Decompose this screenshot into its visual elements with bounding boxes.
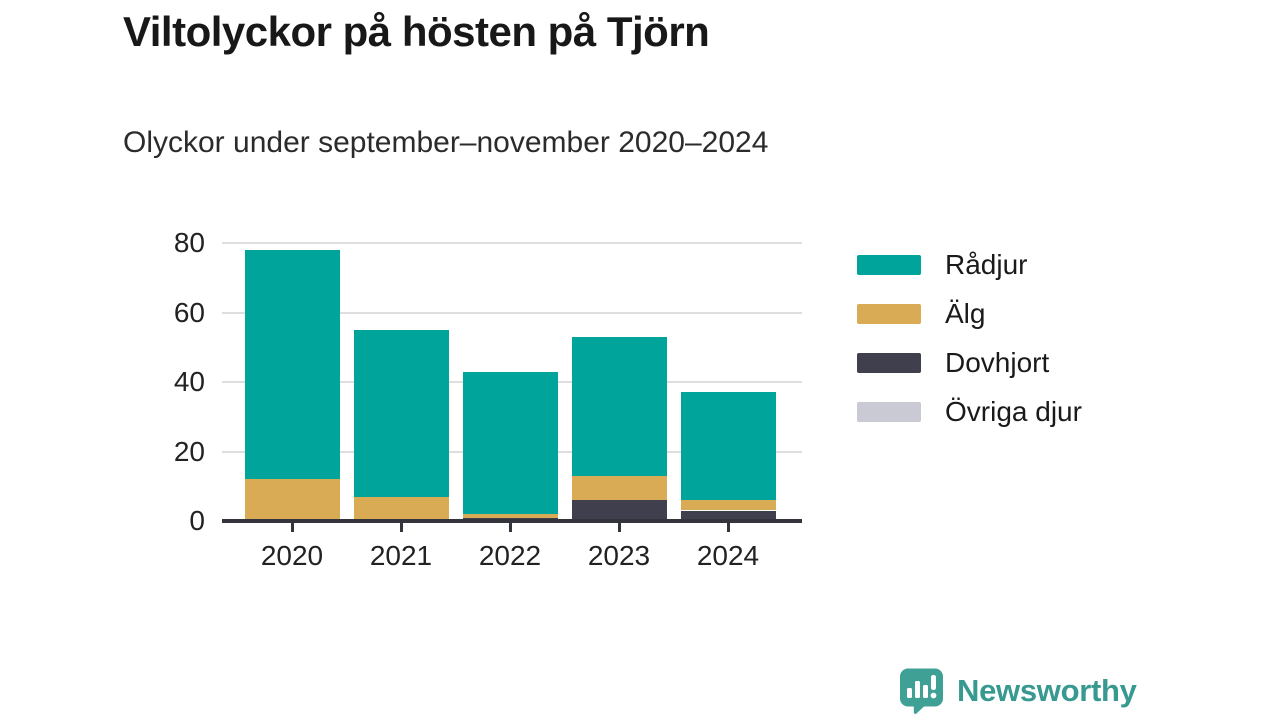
x-tick-mark: [726, 523, 730, 532]
bar-segment: [571, 500, 667, 521]
bar-segment: [353, 329, 449, 497]
newsworthy-wordmark: Newsworthy: [957, 673, 1137, 708]
legend-label: Dovhjort: [945, 346, 1050, 378]
x-tick-mark: [399, 523, 403, 532]
x-axis-line: [222, 519, 802, 523]
bar-segment: [680, 510, 776, 521]
legend-swatch: [857, 401, 921, 422]
y-tick-label: 40: [173, 366, 205, 397]
y-tick-label: 20: [173, 435, 205, 467]
x-tick-label: 2020: [260, 540, 324, 571]
bar-segment: [571, 336, 667, 476]
legend-label: Älg: [945, 297, 986, 329]
legend-item: Övriga djur: [857, 387, 1082, 436]
legend-label: Övriga djur: [945, 395, 1082, 427]
legend-label: Rådjur: [945, 248, 1028, 280]
chart-title: Viltolyckor på hösten på Tjörn: [123, 8, 710, 55]
legend-item: Dovhjort: [857, 338, 1082, 387]
bar-segment: [680, 392, 776, 501]
gridline: [222, 311, 802, 314]
chart-legend: Rådjur Älg Dovhjort Övriga djur: [857, 240, 1082, 436]
x-tick-label: 2023: [587, 540, 651, 571]
legend-item: Rådjur: [857, 240, 1082, 289]
x-tick-label: 2022: [478, 540, 542, 571]
y-tick-label: 0: [189, 505, 205, 536]
legend-swatch: [857, 352, 921, 373]
bar-segment: [244, 249, 340, 480]
legend-swatch: [857, 303, 921, 324]
x-tick-label: 2021: [369, 540, 433, 571]
y-tick-label: 80: [173, 227, 205, 258]
x-tick-mark: [508, 523, 512, 532]
bar-segment: [244, 479, 340, 521]
bar-chart-speech-bubble-icon: [900, 668, 943, 714]
gridline: [222, 242, 802, 244]
y-tick-label: 60: [173, 296, 205, 328]
x-tick-mark: [617, 523, 621, 532]
bar-segment: [680, 500, 776, 511]
legend-item: Älg: [857, 289, 1082, 338]
x-tick-label: 2024: [696, 540, 760, 571]
bar-segment: [462, 371, 558, 515]
chart-subtitle: Olyckor under september–november 2020–20…: [123, 126, 769, 159]
bar-segment: [353, 496, 449, 521]
newsworthy-brand: Newsworthy: [899, 668, 1137, 714]
x-tick-mark: [290, 523, 294, 532]
legend-swatch: [857, 254, 921, 275]
bar-segment: [462, 514, 558, 518]
bar-segment: [571, 475, 667, 501]
